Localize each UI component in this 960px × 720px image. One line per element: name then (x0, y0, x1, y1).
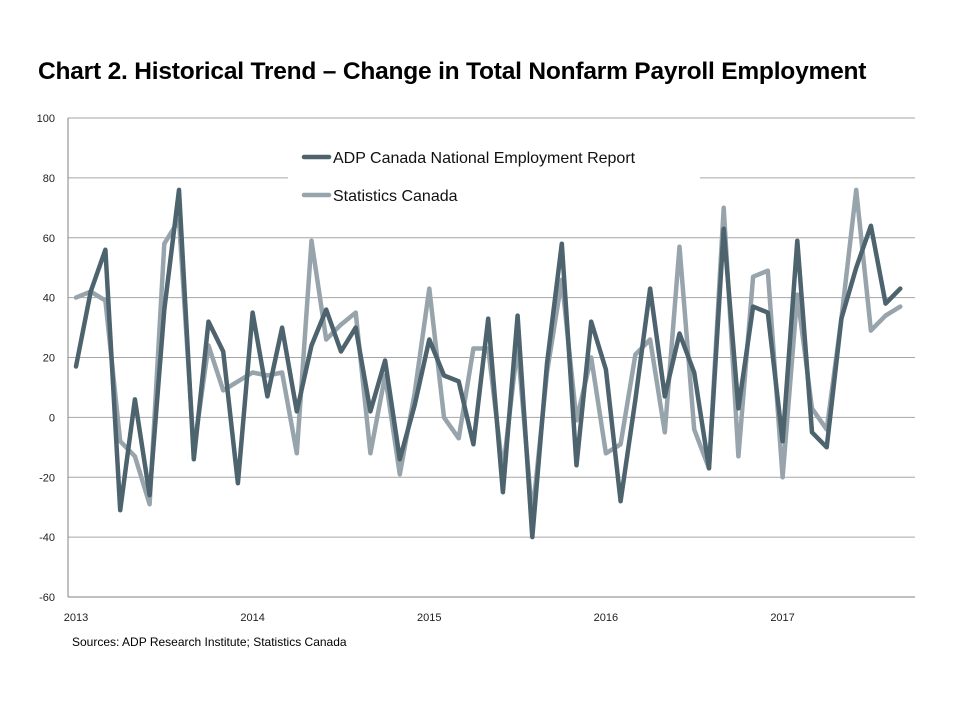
y-tick-label: 100 (37, 113, 55, 125)
x-axis-tick-labels: 2013 2014 2015 2016 2017 (64, 612, 795, 624)
axes (67, 118, 915, 598)
y-tick-label: -60 (39, 592, 55, 604)
y-tick-label: 20 (43, 353, 55, 365)
legend-box (288, 136, 700, 212)
y-tick-label: 0 (49, 412, 55, 424)
y-tick-label: -40 (39, 532, 55, 544)
chart-title: Chart 2. Historical Trend – Change in To… (38, 58, 867, 85)
legend: ADP Canada National Employment Report Sta… (288, 136, 700, 212)
series-lines (73, 187, 903, 540)
y-axis-tick-labels: -60 -40 -20 0 20 40 60 80 100 (37, 113, 55, 604)
legend-label: Statistics Canada (333, 188, 458, 205)
x-tick-label: 2017 (770, 612, 794, 624)
y-tick-label: 40 (43, 293, 55, 305)
legend-label: ADP Canada National Employment Report (333, 150, 636, 167)
y-tick-label: -20 (39, 472, 55, 484)
x-tick-label: 2015 (417, 612, 441, 624)
series-line (73, 187, 903, 540)
y-tick-label: 80 (43, 173, 55, 185)
x-tick-label: 2013 (64, 612, 88, 624)
y-tick-label: 60 (43, 233, 55, 245)
source-note: Sources: ADP Research Institute; Statist… (72, 635, 347, 649)
x-tick-label: 2016 (594, 612, 618, 624)
x-tick-label: 2014 (240, 612, 264, 624)
series-line (73, 187, 903, 519)
